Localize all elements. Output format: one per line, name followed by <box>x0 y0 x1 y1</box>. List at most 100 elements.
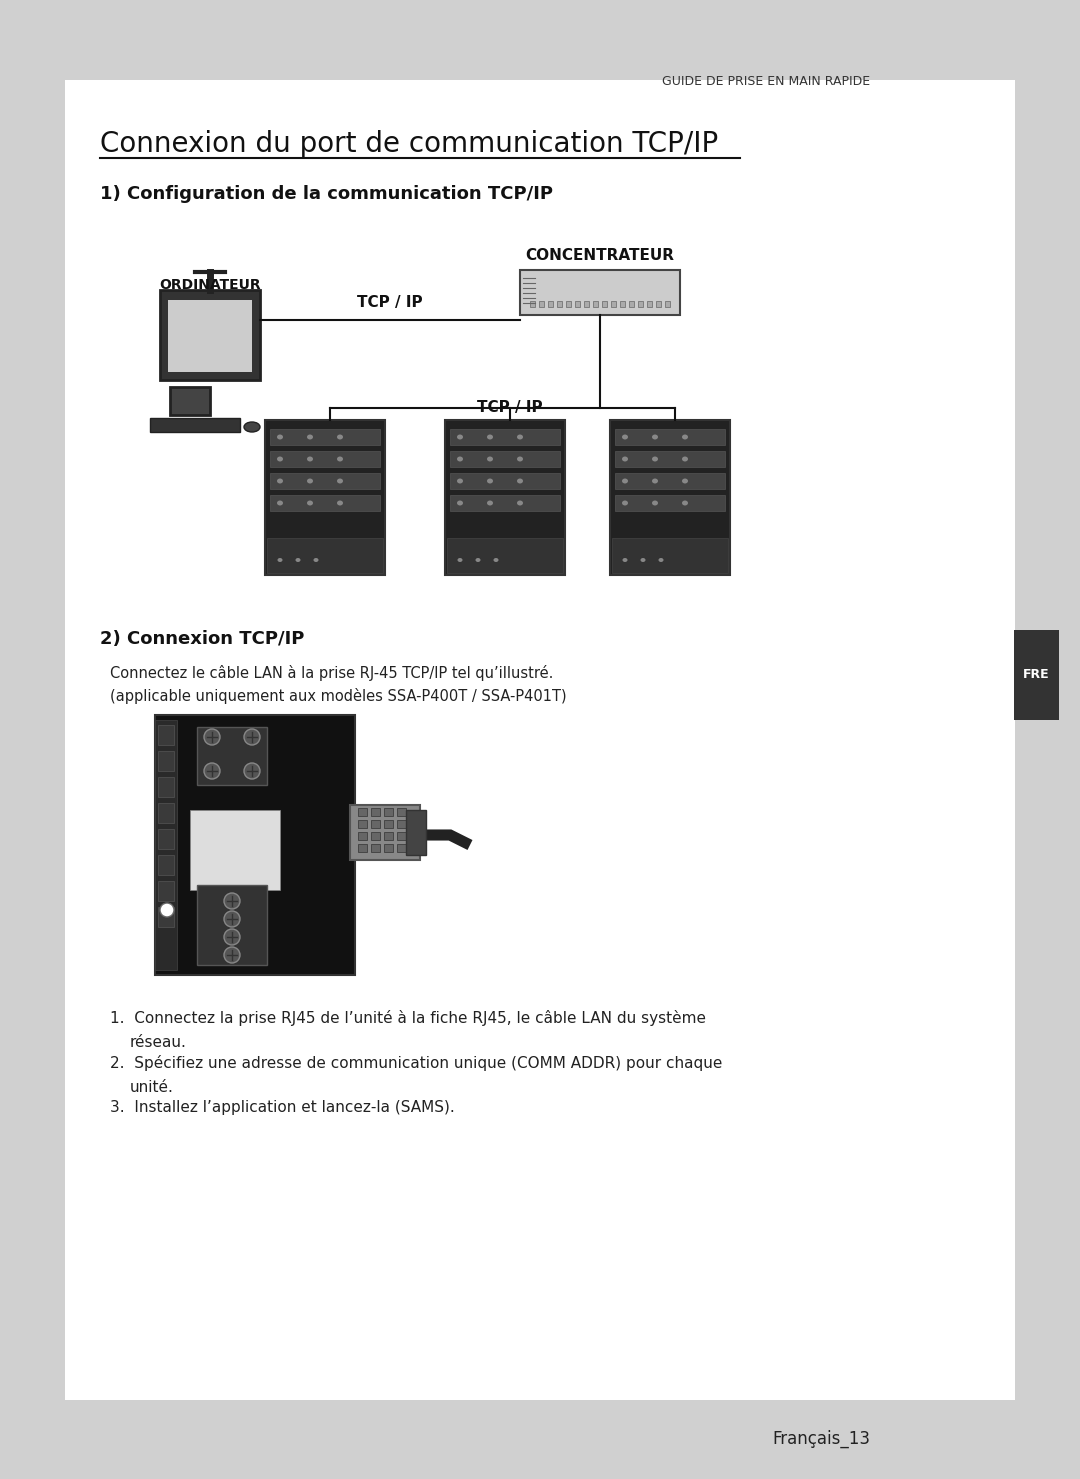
FancyBboxPatch shape <box>602 302 607 308</box>
Ellipse shape <box>457 457 463 461</box>
FancyBboxPatch shape <box>357 845 367 852</box>
Text: Connectez le câble LAN à la prise RJ-45 TCP/IP tel qu’illustré.: Connectez le câble LAN à la prise RJ-45 … <box>110 666 553 680</box>
FancyBboxPatch shape <box>612 538 728 572</box>
FancyBboxPatch shape <box>350 805 420 859</box>
FancyBboxPatch shape <box>270 495 380 512</box>
Ellipse shape <box>224 947 240 963</box>
FancyBboxPatch shape <box>156 720 177 970</box>
FancyBboxPatch shape <box>384 819 393 828</box>
FancyBboxPatch shape <box>190 810 280 890</box>
Ellipse shape <box>681 435 688 439</box>
Ellipse shape <box>244 729 260 745</box>
Ellipse shape <box>337 435 343 439</box>
Ellipse shape <box>160 904 174 917</box>
Ellipse shape <box>622 435 627 439</box>
FancyBboxPatch shape <box>615 451 725 467</box>
Text: 3.  Installez l’application et lancez-la (SAMS).: 3. Installez l’application et lancez-la … <box>110 1100 455 1115</box>
FancyBboxPatch shape <box>267 538 383 572</box>
FancyBboxPatch shape <box>357 833 367 840</box>
FancyBboxPatch shape <box>584 302 589 308</box>
Ellipse shape <box>249 904 261 916</box>
Ellipse shape <box>276 500 283 506</box>
FancyBboxPatch shape <box>611 302 616 308</box>
Ellipse shape <box>487 457 492 461</box>
Text: GUIDE DE PRISE EN MAIN RAPIDE: GUIDE DE PRISE EN MAIN RAPIDE <box>662 75 870 87</box>
Text: 2) Connexion TCP/IP: 2) Connexion TCP/IP <box>100 630 305 648</box>
Text: TCP / IP: TCP / IP <box>477 399 543 416</box>
FancyBboxPatch shape <box>158 751 174 771</box>
FancyBboxPatch shape <box>530 302 535 308</box>
Text: (applicable uniquement aux modèles SSA-P400T / SSA-P401T): (applicable uniquement aux modèles SSA-P… <box>110 688 567 704</box>
Ellipse shape <box>681 479 688 484</box>
FancyBboxPatch shape <box>197 728 267 785</box>
FancyBboxPatch shape <box>548 302 553 308</box>
Text: FRE: FRE <box>1023 669 1050 682</box>
FancyBboxPatch shape <box>372 808 380 816</box>
FancyBboxPatch shape <box>566 302 571 308</box>
FancyBboxPatch shape <box>450 451 561 467</box>
Ellipse shape <box>681 457 688 461</box>
FancyBboxPatch shape <box>647 302 652 308</box>
Ellipse shape <box>457 435 463 439</box>
Ellipse shape <box>276 457 283 461</box>
FancyBboxPatch shape <box>615 429 725 445</box>
FancyBboxPatch shape <box>656 302 661 308</box>
Ellipse shape <box>204 763 220 779</box>
Ellipse shape <box>276 479 283 484</box>
Ellipse shape <box>622 457 627 461</box>
Text: 2.  Spécifiez une adresse de communication unique (COMM ADDR) pour chaque: 2. Spécifiez une adresse de communicatio… <box>110 1055 723 1071</box>
FancyBboxPatch shape <box>372 819 380 828</box>
Ellipse shape <box>337 500 343 506</box>
Ellipse shape <box>307 457 313 461</box>
FancyBboxPatch shape <box>270 451 380 467</box>
FancyBboxPatch shape <box>575 302 580 308</box>
FancyBboxPatch shape <box>615 495 725 512</box>
Text: Français_13: Français_13 <box>772 1430 870 1448</box>
FancyBboxPatch shape <box>620 302 625 308</box>
FancyBboxPatch shape <box>397 819 406 828</box>
Ellipse shape <box>307 435 313 439</box>
Ellipse shape <box>337 457 343 461</box>
Polygon shape <box>248 904 260 916</box>
FancyBboxPatch shape <box>610 420 730 575</box>
Ellipse shape <box>244 422 260 432</box>
FancyBboxPatch shape <box>158 803 174 822</box>
Ellipse shape <box>622 500 627 506</box>
FancyBboxPatch shape <box>384 845 393 852</box>
FancyBboxPatch shape <box>158 725 174 745</box>
Ellipse shape <box>487 479 492 484</box>
FancyBboxPatch shape <box>629 302 634 308</box>
Ellipse shape <box>494 558 499 562</box>
FancyBboxPatch shape <box>372 845 380 852</box>
FancyBboxPatch shape <box>65 80 1015 1401</box>
Ellipse shape <box>517 435 523 439</box>
Ellipse shape <box>307 500 313 506</box>
Ellipse shape <box>276 435 283 439</box>
FancyBboxPatch shape <box>450 473 561 490</box>
Ellipse shape <box>652 457 658 461</box>
FancyBboxPatch shape <box>406 810 426 855</box>
FancyBboxPatch shape <box>447 538 563 572</box>
Ellipse shape <box>622 479 627 484</box>
Ellipse shape <box>652 479 658 484</box>
Text: CONCENTRATEUR: CONCENTRATEUR <box>526 248 675 263</box>
FancyBboxPatch shape <box>593 302 598 308</box>
FancyBboxPatch shape <box>270 473 380 490</box>
FancyBboxPatch shape <box>158 830 174 849</box>
FancyBboxPatch shape <box>357 808 367 816</box>
Ellipse shape <box>652 435 658 439</box>
FancyBboxPatch shape <box>158 855 174 876</box>
Ellipse shape <box>517 479 523 484</box>
Ellipse shape <box>517 457 523 461</box>
FancyBboxPatch shape <box>384 833 393 840</box>
Ellipse shape <box>681 500 688 506</box>
Ellipse shape <box>244 763 260 779</box>
Ellipse shape <box>204 729 220 745</box>
FancyBboxPatch shape <box>557 302 562 308</box>
Ellipse shape <box>278 558 283 562</box>
FancyBboxPatch shape <box>170 387 210 416</box>
FancyBboxPatch shape <box>384 808 393 816</box>
Ellipse shape <box>458 558 462 562</box>
Ellipse shape <box>487 435 492 439</box>
FancyBboxPatch shape <box>270 429 380 445</box>
